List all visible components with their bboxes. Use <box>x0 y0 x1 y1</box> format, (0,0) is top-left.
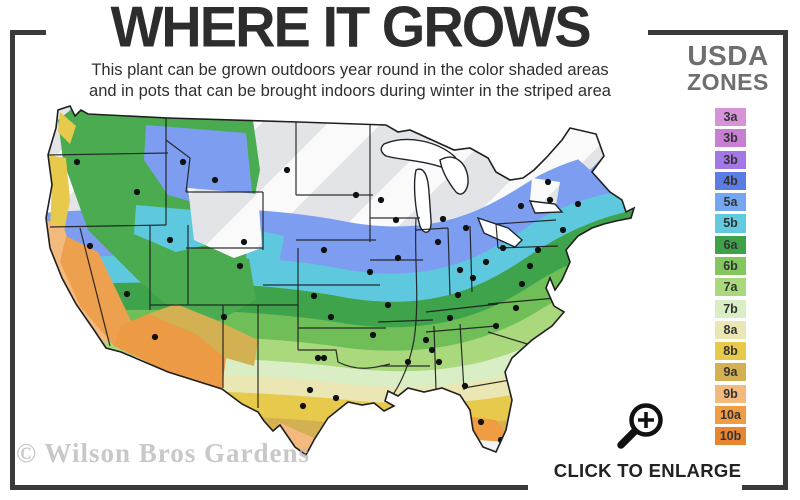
city-dot <box>306 386 314 394</box>
city-dot <box>236 262 244 270</box>
page-title: WHERE IT GROWS <box>110 0 591 59</box>
frame-border-bottom-right <box>742 485 788 490</box>
city-dot <box>314 354 322 362</box>
great-lakes <box>380 138 564 248</box>
legend-zone-10b: 10b <box>715 427 746 446</box>
legend-zone-8a: 8a <box>715 320 746 339</box>
city-dot <box>327 313 335 321</box>
watermark: © Wilson Bros Gardens <box>16 438 310 468</box>
city-dot <box>320 354 328 362</box>
frame-border-right <box>783 30 788 490</box>
city-dot <box>482 258 490 266</box>
city-dot <box>422 336 430 344</box>
city-dot <box>477 418 485 426</box>
city-dot <box>392 216 400 224</box>
city-dot <box>240 238 248 246</box>
us-outline <box>45 105 636 457</box>
zone-shading <box>46 106 634 455</box>
city-dot <box>492 322 500 330</box>
city-dots <box>73 158 582 444</box>
city-dot <box>435 358 443 366</box>
city-dot <box>446 314 454 322</box>
city-dot <box>366 268 374 276</box>
frame-border-top-right <box>648 30 788 35</box>
city-dot <box>462 224 470 232</box>
subtitle-line-1: This plant can be grown outdoors year ro… <box>91 61 609 79</box>
city-dot <box>544 178 552 186</box>
frame-border-left <box>10 30 15 490</box>
city-dot <box>220 313 228 321</box>
city-dot <box>456 266 464 274</box>
city-dot <box>123 290 131 298</box>
city-dot <box>179 158 187 166</box>
city-dot <box>461 382 469 390</box>
legend-zone-8b: 8b <box>715 342 746 361</box>
frame-border-bottom-left <box>10 485 528 490</box>
city-dot <box>518 280 526 288</box>
city-dot <box>574 200 582 208</box>
legend-zones: 3a 3b 3b 4b 5a 5b 6a 6b 7a 7b 8a 8b 9a 9b 10a 10b <box>715 108 746 446</box>
city-dot <box>434 238 442 246</box>
legend-zone-9a: 9a <box>715 363 746 382</box>
legend-title-usda: USDA <box>687 40 769 71</box>
city-dot <box>332 394 340 402</box>
city-dot <box>299 402 307 410</box>
city-dot <box>377 196 385 204</box>
city-dot <box>384 301 392 309</box>
page-subtitle: This plant can be grown outdoors year ro… <box>20 60 680 102</box>
city-dot <box>526 262 534 270</box>
legend-title-zones: ZONES <box>687 69 769 95</box>
city-dot <box>439 215 447 223</box>
city-dot <box>86 242 94 250</box>
magnifier-icon[interactable] <box>610 398 672 460</box>
city-dot <box>469 274 477 282</box>
legend-zone-7b: 7b <box>715 299 746 318</box>
city-dot <box>534 246 542 254</box>
click-to-enlarge-label[interactable]: CLICK TO ENLARGE <box>553 460 742 481</box>
legend-zone-4b: 4b <box>715 171 746 190</box>
legend-zone-9b: 9b <box>715 384 746 403</box>
city-dot <box>283 166 291 174</box>
city-dot <box>394 254 402 262</box>
legend-zone-3a: 3a <box>715 108 746 127</box>
city-dot <box>369 331 377 339</box>
subtitle-line-2: and in pots that can be brought indoors … <box>89 82 611 100</box>
us-hardiness-zone-map[interactable] <box>18 100 666 480</box>
usda-zones-legend: USDA ZONES 3a 3b 3b 4b 5a 5b 6a 6b 7a 7b 8a 8b 9a 9b 1… <box>668 40 788 446</box>
city-dot <box>428 346 436 354</box>
city-dot <box>133 188 141 196</box>
city-dot <box>454 291 462 299</box>
legend-zone-5a: 5a <box>715 193 746 212</box>
frame-border-top-left <box>10 30 46 35</box>
city-dot <box>499 244 507 252</box>
city-dot <box>151 333 159 341</box>
city-dot <box>352 191 360 199</box>
city-dot <box>73 158 81 166</box>
city-dot <box>559 226 567 234</box>
city-dot <box>320 246 328 254</box>
legend-zone-6a: 6a <box>715 235 746 254</box>
city-dot <box>404 358 412 366</box>
legend-zone-3b: 3b <box>715 150 746 169</box>
legend-zone-5b: 5b <box>715 214 746 233</box>
state-borders <box>47 118 559 408</box>
city-dot <box>546 196 554 204</box>
city-dot <box>166 236 174 244</box>
legend-zone-3b: 3b <box>715 129 746 148</box>
city-dot <box>517 202 525 210</box>
city-dot <box>512 304 520 312</box>
legend-zone-10a: 10a <box>715 405 746 425</box>
legend-zone-6b: 6b <box>715 256 746 276</box>
city-dot <box>310 292 318 300</box>
legend-zone-7a: 7a <box>715 278 746 297</box>
city-dot <box>211 176 219 184</box>
